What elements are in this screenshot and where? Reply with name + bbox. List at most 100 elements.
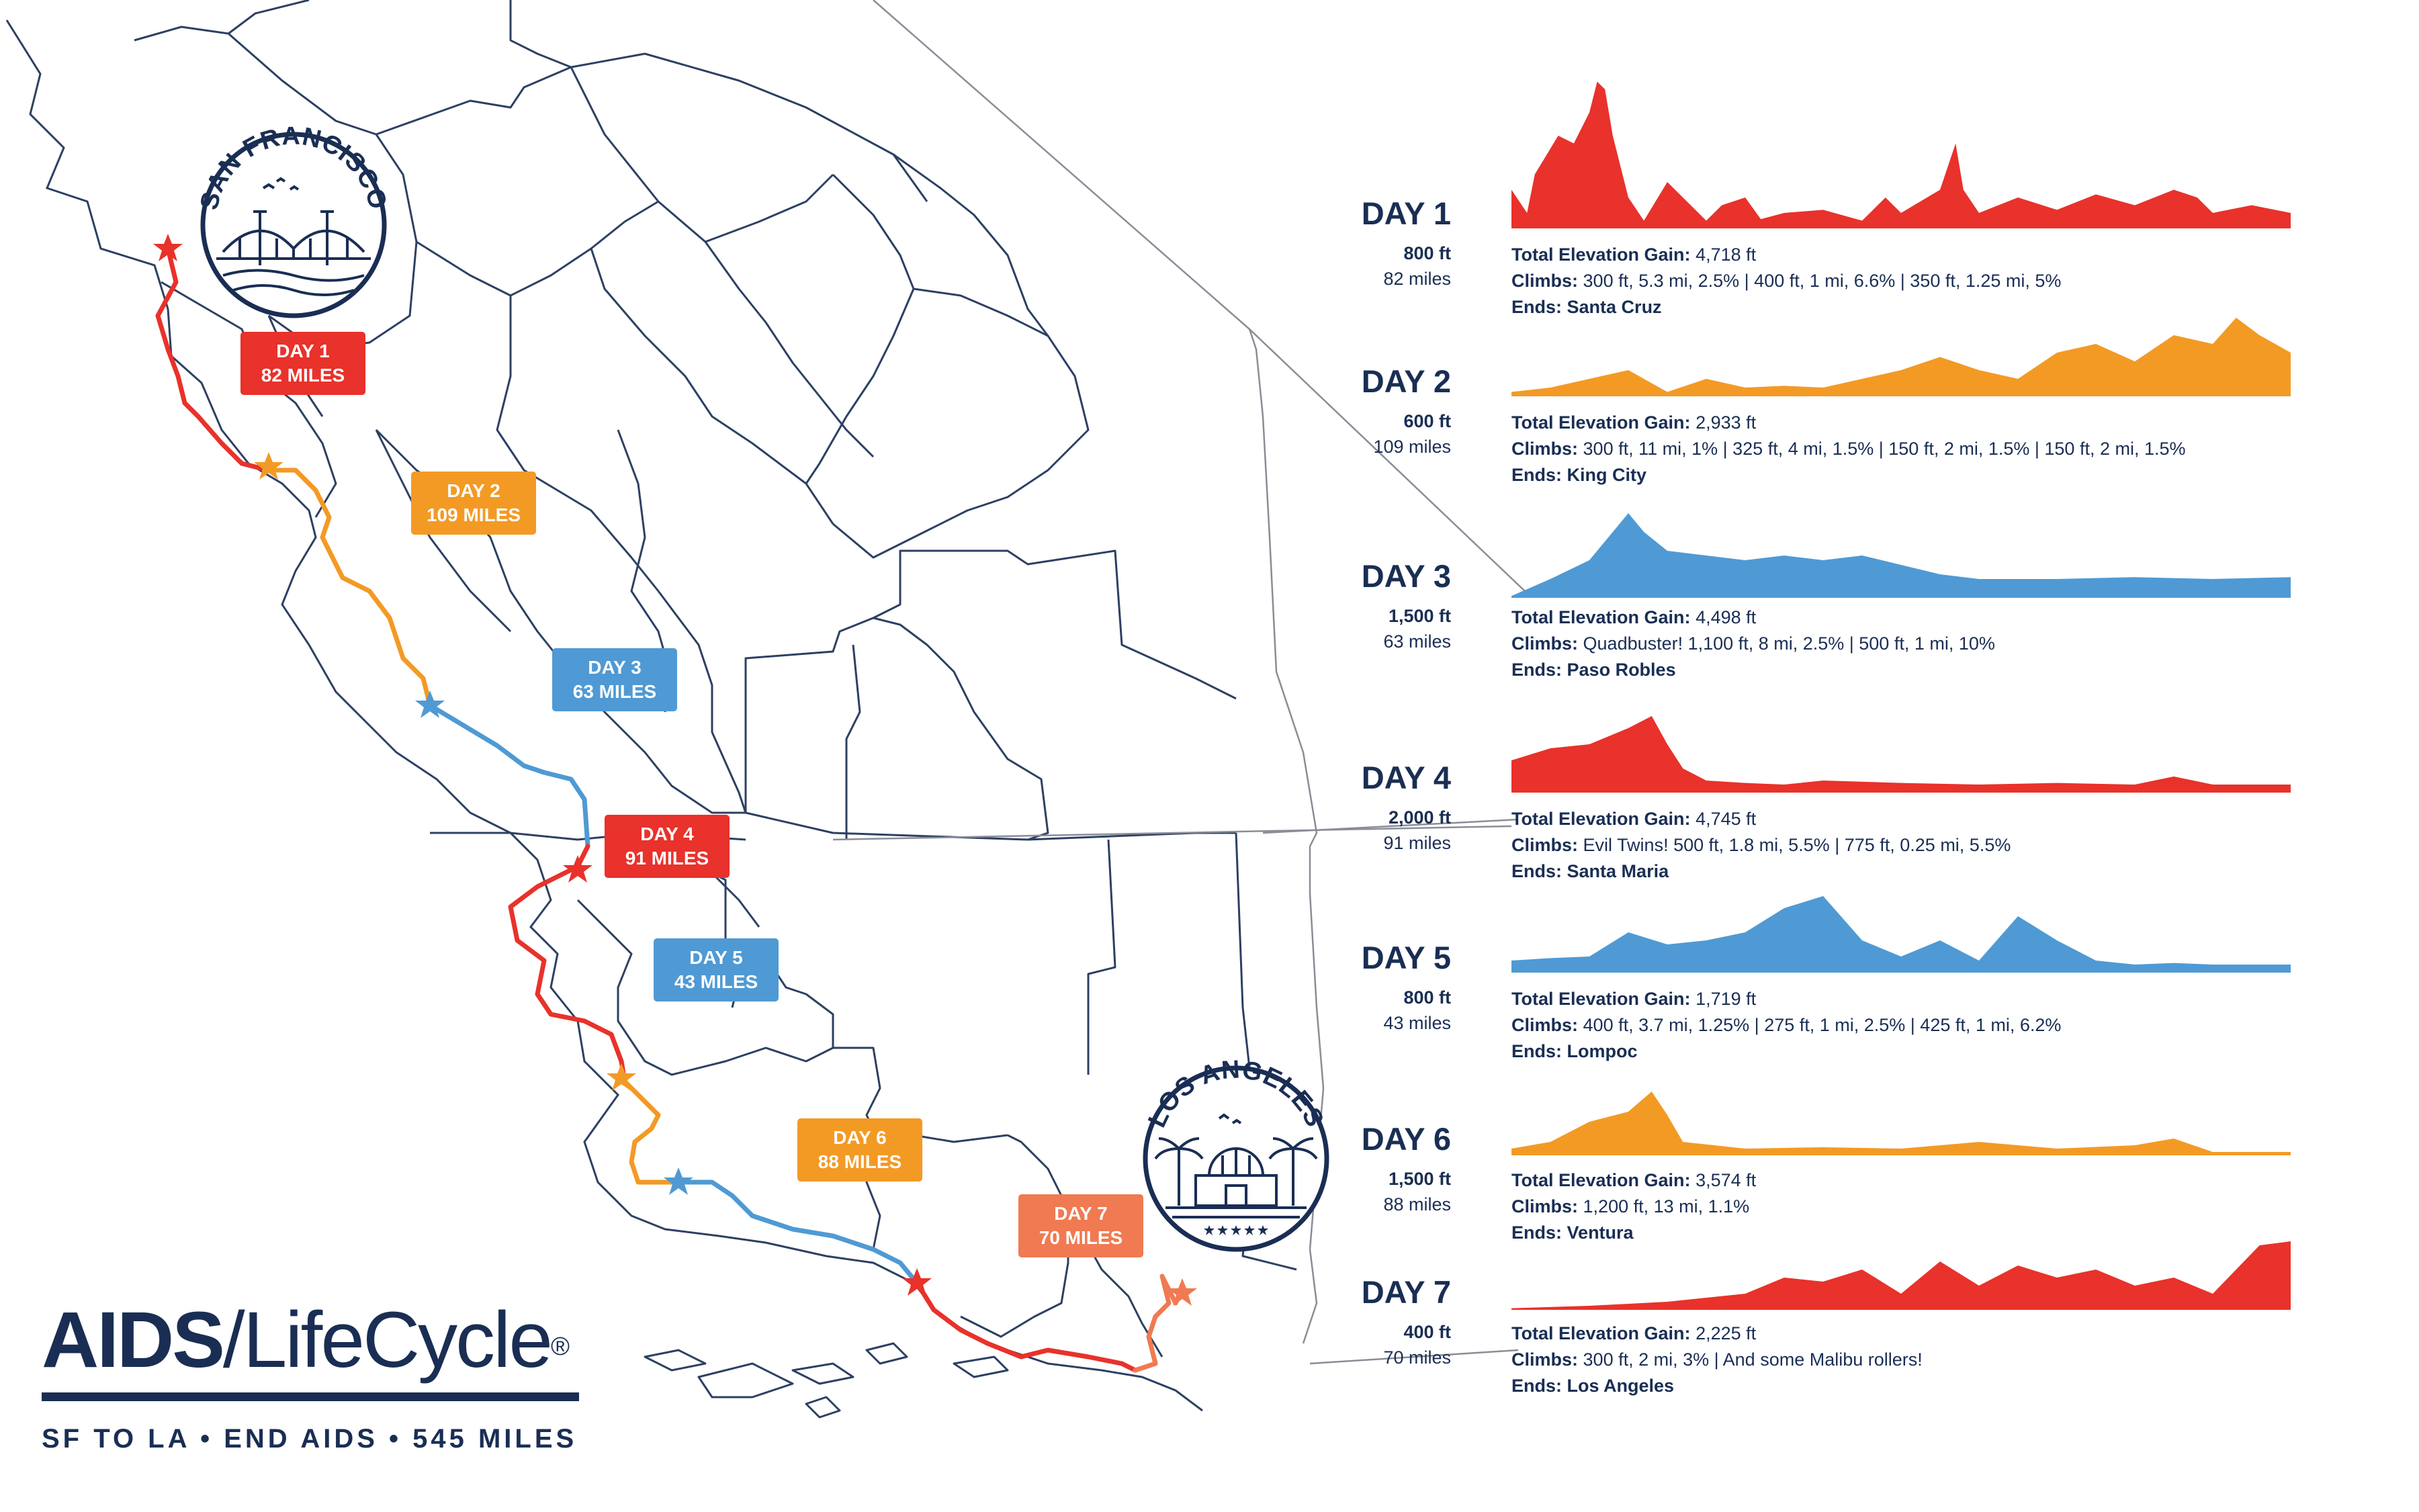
climbs-label: Climbs: bbox=[1511, 1015, 1579, 1035]
elevation-gain-line: Total Elevation Gain: 2,225 ft bbox=[1511, 1321, 1923, 1347]
star-santa-cruz bbox=[254, 452, 283, 480]
brand-tagline: SF TO LA • END AIDS • 545 MILES bbox=[42, 1424, 578, 1454]
ends-line: Ends: Paso Robles bbox=[1511, 657, 1995, 683]
brand-block: AIDS/LifeCycle® SF TO LA • END AIDS • 54… bbox=[42, 1300, 586, 1454]
san-francisco-badge: SAN FRANCISCO bbox=[195, 122, 392, 318]
ends-label: Ends: bbox=[1511, 1041, 1563, 1061]
elevation-profile-day-5 bbox=[1511, 896, 2291, 973]
gain-label: Total Elevation Gain: bbox=[1511, 809, 1691, 829]
gain-label: Total Elevation Gain: bbox=[1511, 412, 1691, 433]
route-day-4 bbox=[508, 844, 627, 1084]
map-label-miles: 43 MILES bbox=[674, 971, 758, 992]
map-label-day-7: DAY 7 70 MILES bbox=[1018, 1194, 1143, 1257]
ends-line: Ends: Ventura bbox=[1511, 1220, 1756, 1246]
day-distance: 82 miles bbox=[1383, 269, 1451, 289]
ends-value: Santa Cruz bbox=[1567, 297, 1662, 317]
climbs-value: 300 ft, 2 mi, 3% | And some Malibu rolle… bbox=[1583, 1349, 1923, 1370]
elevation-gain-line: Total Elevation Gain: 4,498 ft bbox=[1511, 605, 1995, 631]
elevation-profiles bbox=[1511, 81, 2291, 1310]
ends-label: Ends: bbox=[1511, 861, 1563, 881]
gain-label: Total Elevation Gain: bbox=[1511, 607, 1691, 627]
day-peak-elevation: 2,000 ft bbox=[1388, 807, 1451, 828]
star-los-angeles bbox=[1168, 1278, 1197, 1306]
ends-label: Ends: bbox=[1511, 660, 1563, 680]
route-day-7 bbox=[914, 1280, 1138, 1373]
connector-line-2 bbox=[1262, 818, 1519, 834]
elevation-profile-day-2 bbox=[1511, 318, 2291, 396]
gain-value: 2,933 ft bbox=[1696, 412, 1757, 433]
climbs-line: Climbs: Quadbuster! 1,100 ft, 8 mi, 2.5%… bbox=[1511, 631, 1995, 657]
climbs-label: Climbs: bbox=[1511, 439, 1579, 459]
map-label-miles: 63 MILES bbox=[572, 681, 657, 702]
map-label-day: DAY 6 bbox=[833, 1127, 887, 1148]
gain-value: 4,745 ft bbox=[1696, 809, 1757, 829]
ends-value: King City bbox=[1567, 465, 1647, 485]
brand-name-light: LifeCycle bbox=[243, 1296, 553, 1384]
map-label-day: DAY 1 bbox=[276, 341, 330, 361]
connector-line-1 bbox=[1249, 328, 1526, 592]
day-title: DAY 7 bbox=[1361, 1274, 1451, 1310]
gain-value: 2,225 ft bbox=[1696, 1323, 1757, 1343]
gain-value: 1,719 ft bbox=[1696, 989, 1757, 1009]
ends-value: Lompoc bbox=[1567, 1041, 1638, 1061]
brand-divider bbox=[42, 1392, 579, 1401]
map-label-day-3: DAY 3 63 MILES bbox=[552, 648, 677, 711]
gain-label: Total Elevation Gain: bbox=[1511, 989, 1691, 1009]
map-label-day: DAY 4 bbox=[640, 824, 694, 844]
map-label-day-5: DAY 5 43 MILES bbox=[654, 938, 779, 1002]
ends-line: Ends: Los Angeles bbox=[1511, 1373, 1923, 1399]
day-distance: 63 miles bbox=[1383, 631, 1451, 652]
day-title: DAY 3 bbox=[1361, 558, 1451, 594]
ends-label: Ends: bbox=[1511, 1222, 1563, 1243]
gain-value: 4,498 ft bbox=[1696, 607, 1757, 627]
nevada-arizona-line bbox=[832, 825, 1512, 841]
climbs-value: 300 ft, 11 mi, 1% | 325 ft, 4 mi, 1.5% |… bbox=[1583, 439, 2186, 459]
route-day-6 bbox=[676, 1180, 920, 1286]
elevation-gain-line: Total Elevation Gain: 1,719 ft bbox=[1511, 986, 2061, 1012]
map-label-day-2: DAY 2 109 MILES bbox=[411, 472, 536, 535]
elevation-profile-day-1 bbox=[1511, 81, 2291, 228]
map-label-miles: 82 MILES bbox=[261, 365, 345, 386]
route-day-2 bbox=[266, 468, 433, 708]
climbs-label: Climbs: bbox=[1511, 835, 1579, 855]
star-paso-robles bbox=[563, 855, 592, 883]
star-row-icon bbox=[1204, 1225, 1268, 1235]
ends-label: Ends: bbox=[1511, 1376, 1563, 1396]
day-info: Total Elevation Gain: 4,498 ft Climbs: Qu… bbox=[1511, 605, 1995, 683]
climbs-line: Climbs: 1,200 ft, 13 mi, 1.1% bbox=[1511, 1194, 1756, 1220]
climbs-label: Climbs: bbox=[1511, 1196, 1579, 1216]
elevation-profile-day-4 bbox=[1511, 716, 2291, 793]
climbs-line: Climbs: Evil Twins! 500 ft, 1.8 mi, 5.5%… bbox=[1511, 832, 2011, 858]
climbs-label: Climbs: bbox=[1511, 633, 1579, 654]
connector-line-3 bbox=[1309, 1349, 1519, 1365]
star-king-city bbox=[415, 691, 445, 718]
climbs-line: Climbs: 300 ft, 11 mi, 1% | 325 ft, 4 mi… bbox=[1511, 436, 2186, 462]
climbs-label: Climbs: bbox=[1511, 1349, 1579, 1370]
map-label-day-4: DAY 4 91 MILES bbox=[605, 815, 730, 878]
elevation-profile-day-7 bbox=[1511, 1241, 2291, 1310]
gain-value: 4,718 ft bbox=[1696, 244, 1757, 265]
day-distance: 91 miles bbox=[1383, 833, 1451, 853]
ends-value: Ventura bbox=[1567, 1222, 1634, 1243]
day-peak-elevation: 600 ft bbox=[1403, 411, 1451, 431]
gain-value: 3,574 ft bbox=[1696, 1170, 1757, 1190]
climbs-value: 1,200 ft, 13 mi, 1.1% bbox=[1583, 1196, 1750, 1216]
ends-line: Ends: Santa Cruz bbox=[1511, 294, 2061, 320]
day-peak-elevation: 1,500 ft bbox=[1388, 606, 1451, 626]
day-info: Total Elevation Gain: 4,718 ft Climbs: 30… bbox=[1511, 242, 2061, 320]
day-peak-elevation: 400 ft bbox=[1403, 1322, 1451, 1342]
elevation-gain-line: Total Elevation Gain: 3,574 ft bbox=[1511, 1167, 1756, 1194]
climbs-value: Quadbuster! 1,100 ft, 8 mi, 2.5% | 500 f… bbox=[1583, 633, 1995, 654]
ends-label: Ends: bbox=[1511, 297, 1563, 317]
map-label-miles: 91 MILES bbox=[625, 848, 709, 869]
day-info: Total Elevation Gain: 4,745 ft Climbs: Ev… bbox=[1511, 806, 2011, 885]
day-info: Total Elevation Gain: 2,933 ft Climbs: 30… bbox=[1511, 410, 2186, 488]
map-label-day: DAY 3 bbox=[588, 657, 642, 678]
route-day-1 bbox=[155, 246, 271, 473]
ends-line: Ends: Lompoc bbox=[1511, 1038, 2061, 1065]
los-angeles-badge: LOS ANGELES bbox=[1143, 1055, 1329, 1252]
day-distance: 109 miles bbox=[1373, 437, 1451, 457]
ends-value: Los Angeles bbox=[1567, 1376, 1675, 1396]
elevation-gain-line: Total Elevation Gain: 4,745 ft bbox=[1511, 806, 2011, 832]
